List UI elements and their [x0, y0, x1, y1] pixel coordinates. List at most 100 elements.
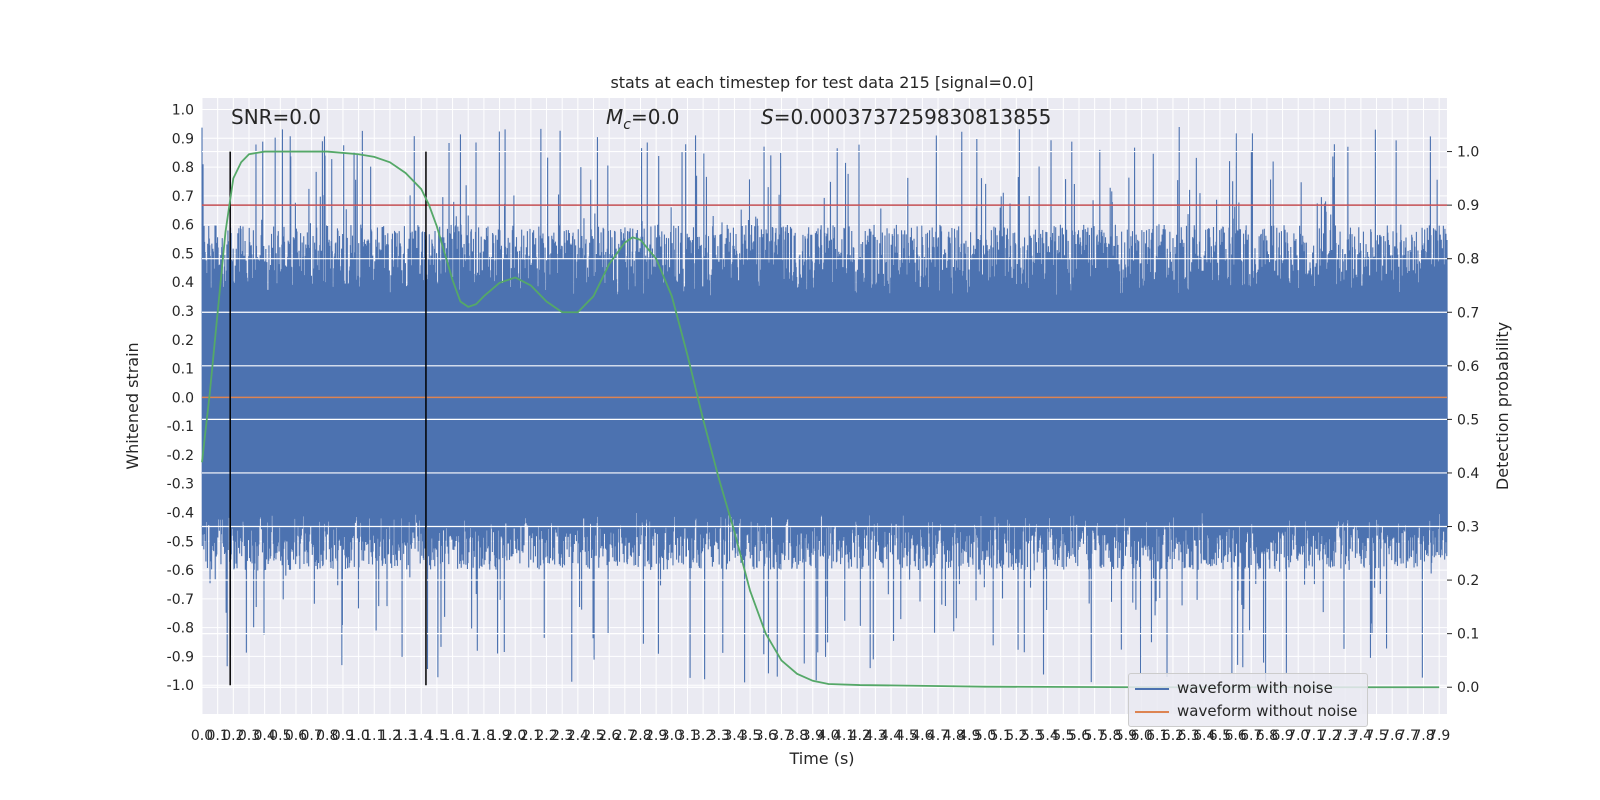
x-tick-label: 1.8 [473, 728, 495, 744]
x-tick-label: 7.7 [1397, 728, 1419, 744]
x-tick-label: 1.4 [410, 728, 432, 744]
y-tick-label-right: 0.5 [1457, 412, 1479, 428]
x-tick-label: 0.6 [285, 728, 307, 744]
x-tick-label: 4.0 [817, 728, 839, 744]
x-tick-label: 3.6 [755, 728, 777, 744]
legend-label-without-noise: waveform without noise [1177, 702, 1358, 720]
x-tick-label: 6.1 [1146, 728, 1168, 744]
x-tick-label: 4.3 [864, 728, 886, 744]
x-tick-label: 6.3 [1177, 728, 1199, 744]
axes-text: 0.00.10.20.30.40.50.60.70.80.91.01.11.21… [167, 103, 1480, 744]
x-tick-label: 3.0 [661, 728, 683, 744]
y-tick-label-left: -0.4 [167, 506, 194, 522]
x-tick-label: 7.9 [1428, 728, 1450, 744]
y-tick-label-left: 0.8 [172, 160, 194, 176]
x-tick-label: 5.9 [1115, 728, 1137, 744]
legend: waveform with noise waveform without noi… [1128, 673, 1368, 727]
x-tick-label: 4.8 [943, 728, 965, 744]
x-tick-label: 7.2 [1318, 728, 1340, 744]
x-tick-label: 3.5 [739, 728, 761, 744]
x-tick-label: 6.7 [1240, 728, 1262, 744]
x-tick-label: 4.9 [958, 728, 980, 744]
x-tick-label: 2.5 [582, 728, 604, 744]
legend-item-without-noise: waveform without noise [1129, 701, 1367, 723]
y-tick-label-right: 0.3 [1457, 520, 1479, 536]
x-tick-label: 4.5 [896, 728, 918, 744]
y-tick-label-right: 0.1 [1457, 627, 1479, 643]
noisy-waveform-core [202, 302, 1447, 501]
x-tick-label: 1.5 [426, 728, 448, 744]
x-tick-label: 0.5 [269, 728, 291, 744]
x-tick-label: 6.6 [1224, 728, 1246, 744]
x-tick-label: 0.8 [316, 728, 338, 744]
y-tick-label-left: 0.5 [172, 246, 194, 262]
y-axis-label-left: Whitened strain [123, 342, 142, 469]
y-tick-label-right: 0.7 [1457, 305, 1479, 321]
y-tick-label-right: 0.6 [1457, 359, 1479, 375]
y-tick-label-right: 0.0 [1457, 680, 1479, 696]
overlays [201, 150, 1447, 689]
x-tick-label: 7.5 [1365, 728, 1387, 744]
x-tick-label: 0.9 [332, 728, 354, 744]
x-tick-label: 3.1 [676, 728, 698, 744]
x-tick-label: 2.6 [598, 728, 620, 744]
x-tick-label: 4.2 [849, 728, 871, 744]
x-tick-label: 4.6 [911, 728, 933, 744]
chart-title: stats at each timestep for test data 215… [610, 73, 1033, 92]
x-tick-label: 1.7 [457, 728, 479, 744]
x-tick-label: 0.3 [238, 728, 260, 744]
x-tick-label: 2.7 [614, 728, 636, 744]
y-tick-label-left: 0.2 [172, 333, 194, 349]
y-tick-label-left: -0.2 [167, 448, 194, 464]
x-tick-label: 6.0 [1130, 728, 1152, 744]
x-axis-label: Time (s) [788, 749, 854, 768]
s-symbol: S [761, 105, 774, 129]
x-tick-label: 2.3 [551, 728, 573, 744]
y-tick-label-left: -0.3 [167, 477, 194, 493]
x-tick-label: 1.3 [394, 728, 416, 744]
y-tick-label-left: 0.4 [172, 275, 194, 291]
x-tick-label: 6.8 [1256, 728, 1278, 744]
x-tick-label: 1.2 [379, 728, 401, 744]
x-tick-label: 3.9 [802, 728, 824, 744]
y-axis-label-right: Detection probability [1493, 322, 1512, 490]
mc-value: =0.0 [631, 105, 680, 129]
y-tick-label-left: 0.3 [172, 304, 194, 320]
x-tick-label: 4.1 [833, 728, 855, 744]
y-tick-label-left: -0.5 [167, 534, 194, 550]
legend-label-with-noise: waveform with noise [1177, 679, 1333, 697]
mc-symbol: M [606, 105, 623, 129]
series-waveform-with-noise [201, 126, 1448, 683]
x-tick-label: 1.9 [488, 728, 510, 744]
x-tick-label: 0.0 [191, 728, 213, 744]
x-tick-label: 3.3 [708, 728, 730, 744]
detection-probability-line [201, 150, 1440, 689]
y-tick-label-left: 0.6 [172, 218, 194, 234]
x-tick-label: 1.0 [347, 728, 369, 744]
y-tick-label-right: 0.2 [1457, 573, 1479, 589]
x-tick-label: 2.4 [567, 728, 589, 744]
y-tick-label-left: 0.7 [172, 189, 194, 205]
x-tick-label: 1.1 [363, 728, 385, 744]
x-tick-label: 7.0 [1287, 728, 1309, 744]
s-value: =0.0003737259830813855 [774, 105, 1052, 129]
chirp-mass-annotation: Mc=0.0 [606, 105, 680, 133]
x-tick-label: 5.7 [1084, 728, 1106, 744]
x-tick-label: 5.4 [1037, 728, 1059, 744]
x-tick-label: 3.7 [770, 728, 792, 744]
y-tick-label-right: 0.8 [1457, 252, 1479, 268]
y-tick-label-left: 0.9 [172, 131, 194, 147]
y-tick-label-left: -0.7 [167, 592, 194, 608]
x-tick-label: 3.8 [786, 728, 808, 744]
y-tick-label-left: 0.1 [172, 362, 194, 378]
y-tick-label-left: -0.9 [167, 649, 194, 665]
y-tick-label-left: -0.1 [167, 419, 194, 435]
x-tick-label: 4.4 [880, 728, 902, 744]
x-tick-label: 2.1 [520, 728, 542, 744]
x-tick-label: 0.1 [207, 728, 229, 744]
x-tick-label: 6.2 [1162, 728, 1184, 744]
x-tick-label: 0.7 [300, 728, 322, 744]
legend-swatch-with-noise [1135, 688, 1169, 690]
x-tick-label: 2.0 [504, 728, 526, 744]
